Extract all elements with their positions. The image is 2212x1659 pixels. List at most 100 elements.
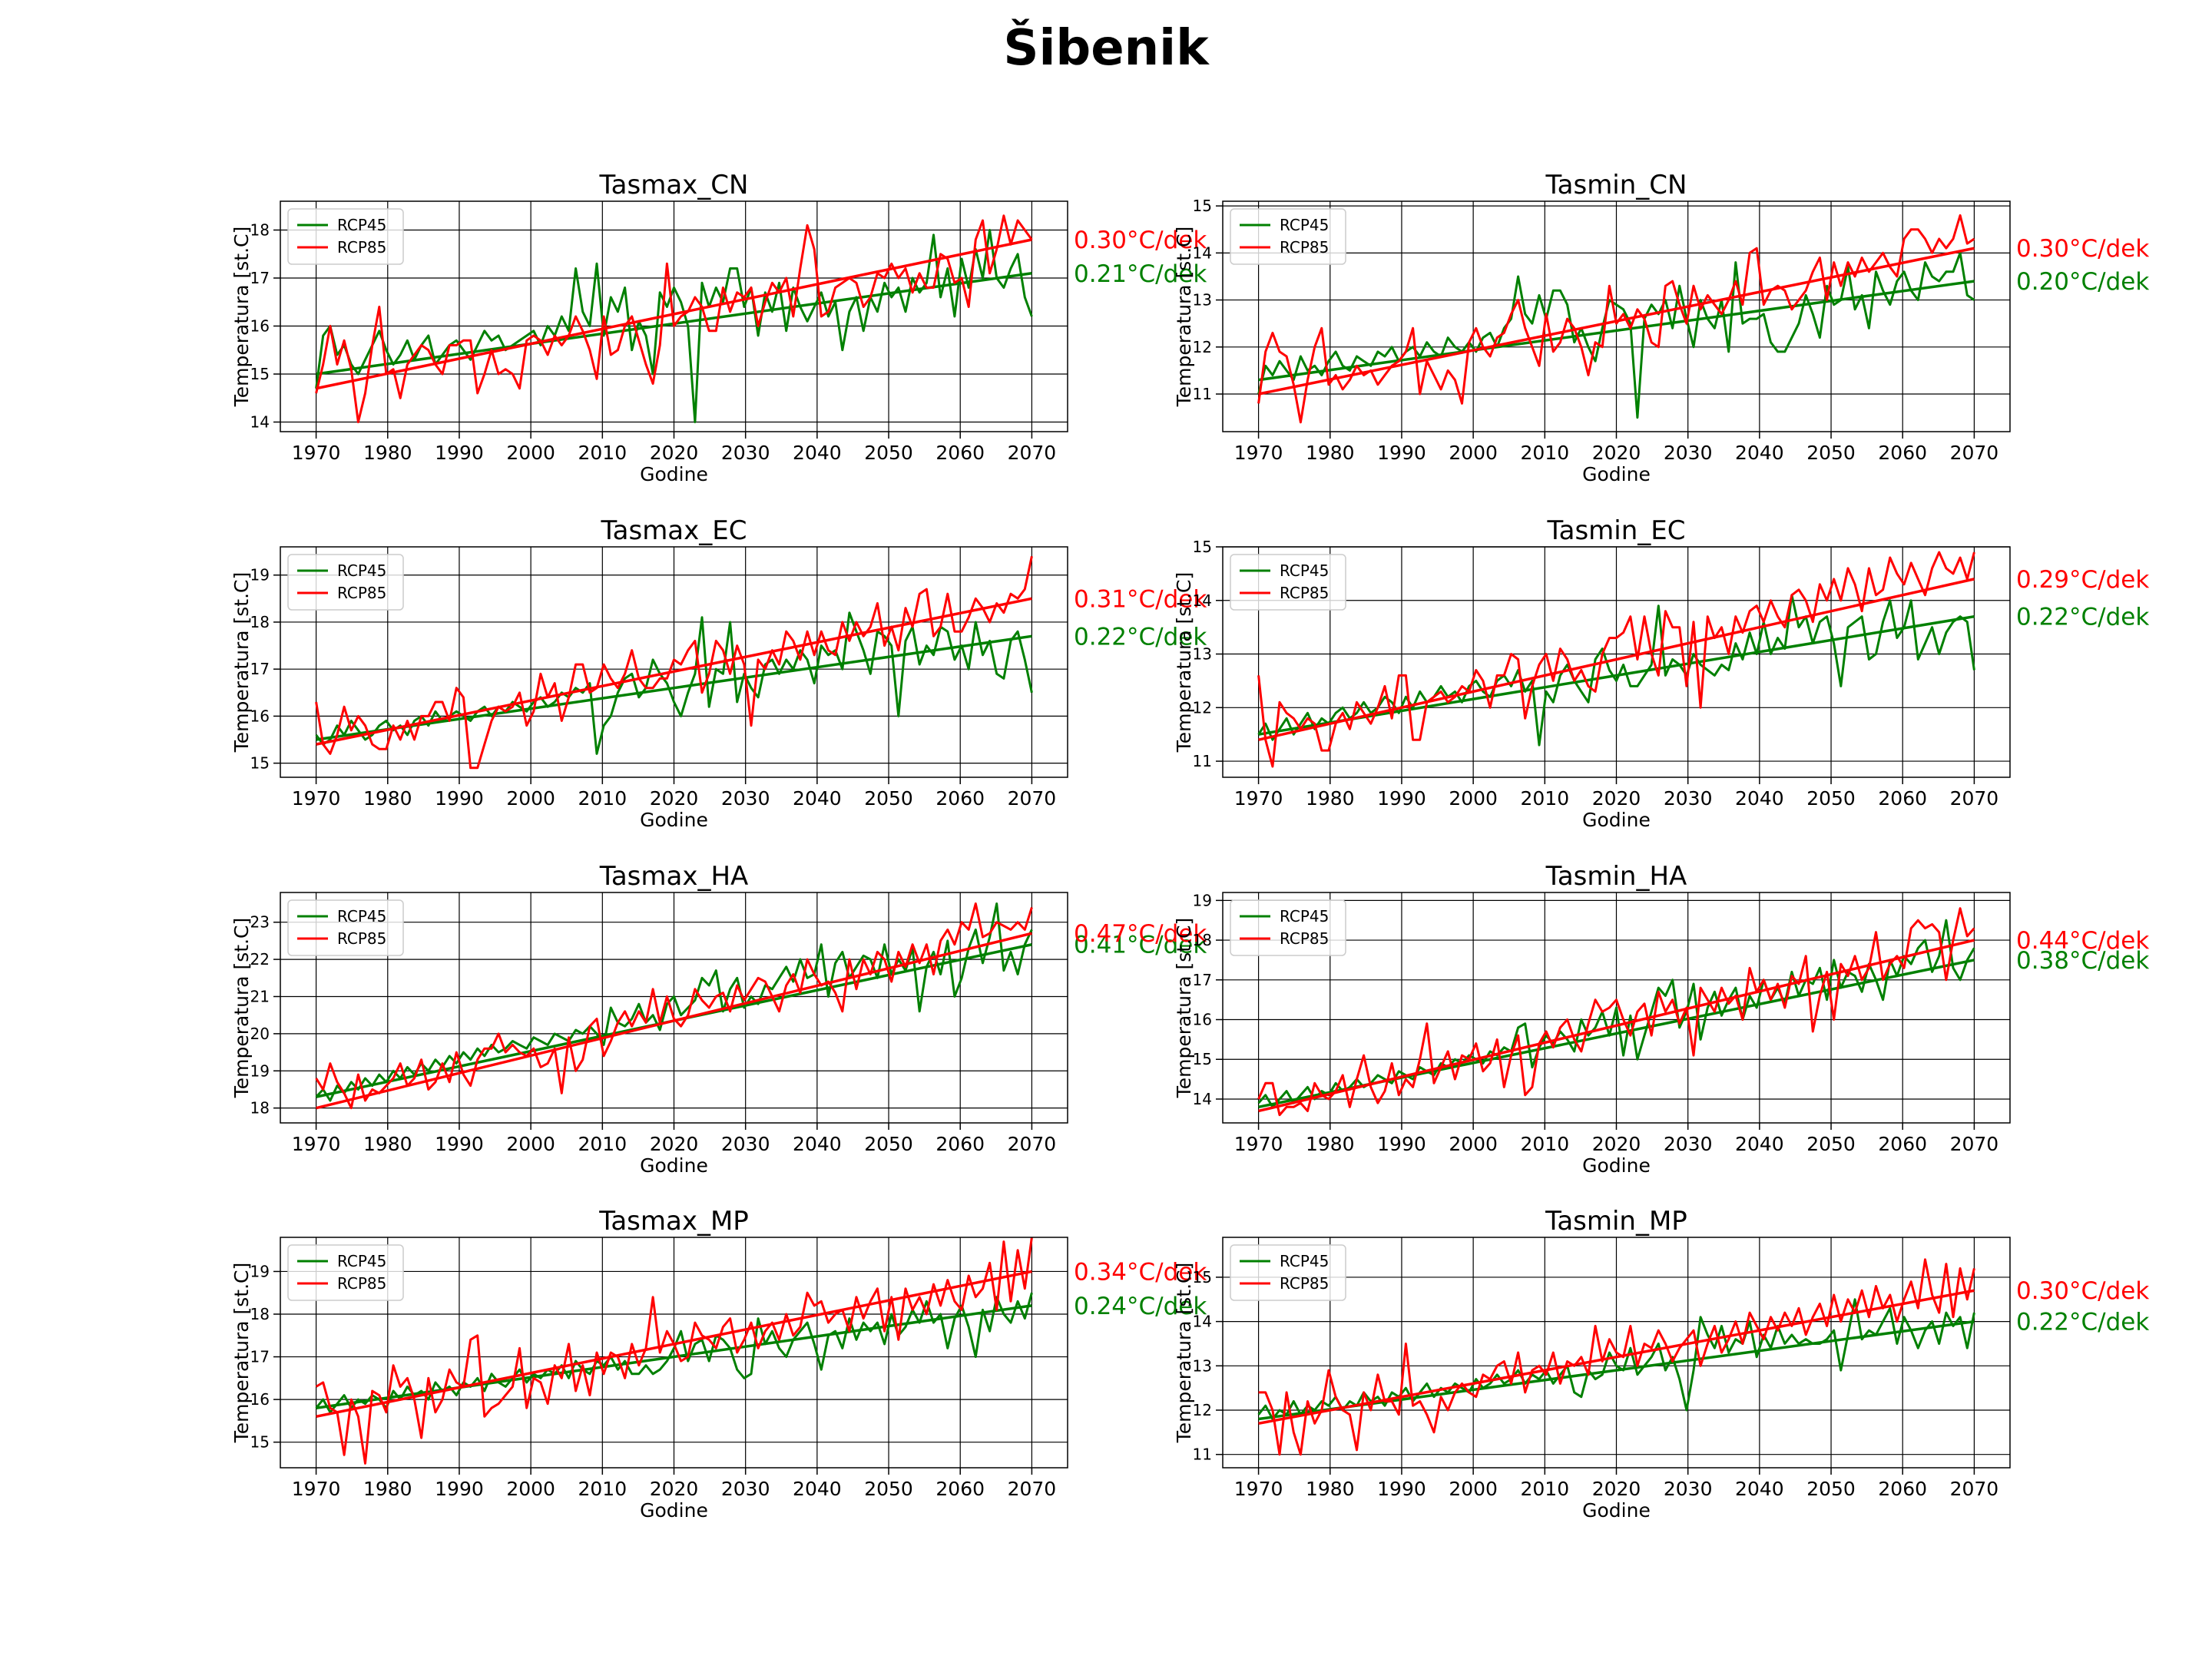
chart-title: Tasmin_HA — [1545, 861, 1687, 892]
x-tick-label: 2040 — [793, 442, 842, 464]
x-tick-label: 2070 — [1950, 1478, 1999, 1500]
x-tick-label: 2070 — [1008, 787, 1057, 810]
y-axis-label: Temperatura [st.C] — [1173, 918, 1195, 1099]
x-tick-label: 1990 — [435, 442, 484, 464]
plot-frame — [1222, 546, 2011, 778]
x-tick-label: 2060 — [935, 787, 985, 810]
series-line-rcp85 — [315, 555, 1033, 770]
x-tick-label: 2010 — [578, 442, 628, 464]
x-tick-label: 2050 — [1806, 1133, 1856, 1155]
trend-label-rcp45: 0.22°C/dek — [1074, 623, 1207, 651]
plot-frame — [280, 892, 1068, 1124]
x-tick-label: 1970 — [1234, 442, 1283, 464]
x-tick-label: 1980 — [1306, 1478, 1355, 1500]
y-tick-label: 16 — [250, 1390, 270, 1409]
x-axis-label: Godine — [640, 809, 708, 831]
x-tick-label: 1990 — [1377, 1478, 1426, 1500]
trend-line-rcp45 — [316, 634, 1032, 741]
legend-box — [1230, 1244, 1346, 1301]
x-tick-label: 2050 — [864, 1478, 913, 1500]
x-tick-label: 2060 — [1878, 442, 1927, 464]
legend-box — [1230, 899, 1346, 956]
x-tick-label: 2030 — [721, 1478, 770, 1500]
x-tick-label: 2060 — [1878, 787, 1927, 810]
y-tick-label: 19 — [250, 566, 270, 584]
trend-label-rcp45: 0.22°C/dek — [2016, 1309, 2149, 1336]
legend: RCP45 RCP85 — [287, 554, 404, 611]
chart-tasmin-ec: 1970 1980 1990 2000 2010 2020 2030 2040 2050 2060… — [1173, 515, 2149, 831]
x-tick-label: 1970 — [1234, 1478, 1283, 1500]
x-tick-label: 2060 — [1878, 1133, 1927, 1155]
x-tick-label: 2020 — [1592, 1133, 1641, 1155]
legend: RCP45 RCP85 — [1230, 554, 1346, 611]
x-tick-label: 2030 — [721, 442, 770, 464]
x-tick-label: 1970 — [292, 442, 341, 464]
x-tick-label: 2060 — [935, 1133, 985, 1155]
chart-tasmax-ha: 1970 1980 1990 2000 2010 2020 2030 2040 2050 2060… — [230, 861, 1207, 1177]
y-axis-label: Temperatura [st.C] — [230, 227, 253, 408]
x-tick-label: 1990 — [435, 787, 484, 810]
y-axis-label: Temperatura [st.C] — [1173, 1263, 1195, 1444]
x-tick-label: 2000 — [1449, 1478, 1498, 1500]
x-tick-label: 1980 — [363, 1133, 412, 1155]
x-tick-label: 1980 — [363, 787, 412, 810]
x-tick-label: 2010 — [1521, 1133, 1570, 1155]
trend-line-rcp85 — [1258, 247, 1975, 396]
trend-label-rcp45: 0.24°C/dek — [1074, 1293, 1207, 1320]
legend-label-rcp85: RCP85 — [1280, 584, 1329, 602]
y-tick-label: 14 — [1193, 1090, 1212, 1108]
x-tick-label: 2060 — [935, 1478, 985, 1500]
x-tick-label: 1980 — [1306, 1133, 1355, 1155]
chart-title: Tasmax_CN — [599, 170, 749, 200]
chart-tasmin-cn: 1970 1980 1990 2000 2010 2020 2030 2040 2050 2060… — [1173, 170, 2149, 485]
legend-label-rcp45: RCP45 — [1280, 1252, 1329, 1270]
trend-label-rcp45: 0.41°C/dek — [1074, 932, 1207, 959]
y-tick-label: 19 — [250, 1262, 270, 1280]
x-tick-label: 2040 — [793, 787, 842, 810]
trend-label-rcp45: 0.22°C/dek — [2016, 604, 2149, 631]
legend-label-rcp45: RCP45 — [1280, 907, 1329, 926]
x-axis-label: Godine — [1582, 1499, 1651, 1522]
y-tick-label: 22 — [250, 950, 270, 969]
x-tick-label: 2000 — [1449, 442, 1498, 464]
legend-label-rcp45: RCP45 — [337, 1252, 386, 1270]
legend-label-rcp85: RCP85 — [337, 238, 386, 257]
x-tick-label: 2020 — [1592, 1478, 1641, 1500]
x-tick-label: 2010 — [1521, 1478, 1570, 1500]
y-tick-label: 20 — [250, 1025, 270, 1043]
x-axis-label: Godine — [640, 1499, 708, 1522]
chart-tasmin-mp: 1970 1980 1990 2000 2010 2020 2030 2040 2050 2060… — [1173, 1206, 2149, 1522]
y-tick-label: 14 — [1193, 591, 1212, 610]
x-tick-label: 2050 — [1806, 1478, 1856, 1500]
series-line-rcp85 — [1257, 551, 1975, 768]
legend-label-rcp85: RCP85 — [1280, 1274, 1329, 1293]
x-axis-label: Godine — [1582, 1154, 1651, 1177]
x-tick-label: 1980 — [1306, 442, 1355, 464]
legend-label-rcp85: RCP85 — [337, 1274, 386, 1293]
x-tick-label: 2030 — [1664, 1478, 1713, 1500]
x-tick-label: 1970 — [292, 787, 341, 810]
plot-frame — [280, 1237, 1068, 1469]
trend-label-rcp45: 0.38°C/dek — [2016, 947, 2149, 975]
trend-label-rcp85: 0.44°C/dek — [2016, 927, 2149, 955]
legend-label-rcp85: RCP85 — [337, 584, 386, 602]
x-tick-label: 2050 — [864, 787, 913, 810]
y-tick-label: 11 — [1193, 1445, 1212, 1464]
series-line-rcp85 — [315, 902, 1033, 1110]
plot-frame — [1222, 200, 2011, 432]
x-tick-label: 2000 — [506, 787, 555, 810]
x-tick-label: 2000 — [1449, 787, 1498, 810]
x-tick-label: 2030 — [1664, 787, 1713, 810]
x-tick-label: 2030 — [721, 787, 770, 810]
y-tick-label: 15 — [250, 365, 270, 383]
x-tick-label: 1990 — [1377, 787, 1426, 810]
legend-label-rcp45: RCP45 — [337, 907, 386, 926]
trend-line-rcp85 — [316, 597, 1032, 746]
x-tick-label: 2030 — [1664, 442, 1713, 464]
legend-box — [287, 899, 404, 956]
chart-tasmin-ha: 1970 1980 1990 2000 2010 2020 2030 2040 2050 2060… — [1173, 861, 2149, 1177]
x-tick-label: 2020 — [1592, 442, 1641, 464]
x-tick-label: 2070 — [1950, 787, 1999, 810]
legend-label-rcp85: RCP85 — [1280, 238, 1329, 257]
